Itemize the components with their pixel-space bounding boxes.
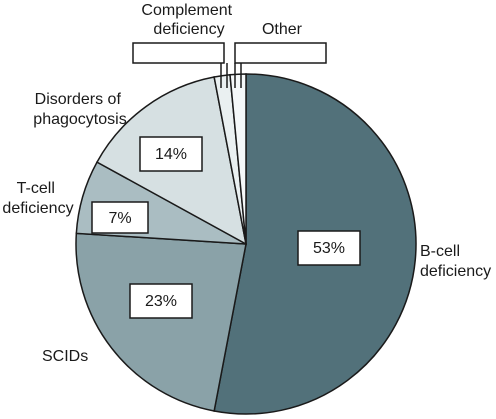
callout-complement [132, 42, 228, 88]
pie-slice-scids [75, 232, 247, 412]
pie-slices [75, 73, 417, 415]
label-box-phagocytosis: 14% [139, 136, 203, 172]
label-box-b-cell: 53% [297, 230, 361, 266]
category-label-scids: SCIDs [42, 348, 88, 365]
category-label-other: Other [262, 21, 303, 38]
category-label-complement: Complement deficiency [141, 2, 236, 38]
category-label-b-cell: B-cell deficiency [420, 243, 491, 280]
slice-label-phagocytosis: 14% [155, 146, 187, 163]
callout-other [234, 42, 327, 88]
label-box-scids: 23% [129, 283, 193, 319]
category-label-phagocytosis: Disorders of phagocytosis [33, 91, 126, 128]
pie-slice-other [229, 73, 247, 245]
slice-label-b-cell: 53% [313, 240, 345, 257]
slice-label-scids: 23% [145, 293, 177, 310]
label-box-t-cell: 7% [91, 201, 149, 234]
slice-label-t-cell: 7% [108, 210, 131, 227]
category-label-t-cell: T-cell deficiency [2, 180, 73, 217]
